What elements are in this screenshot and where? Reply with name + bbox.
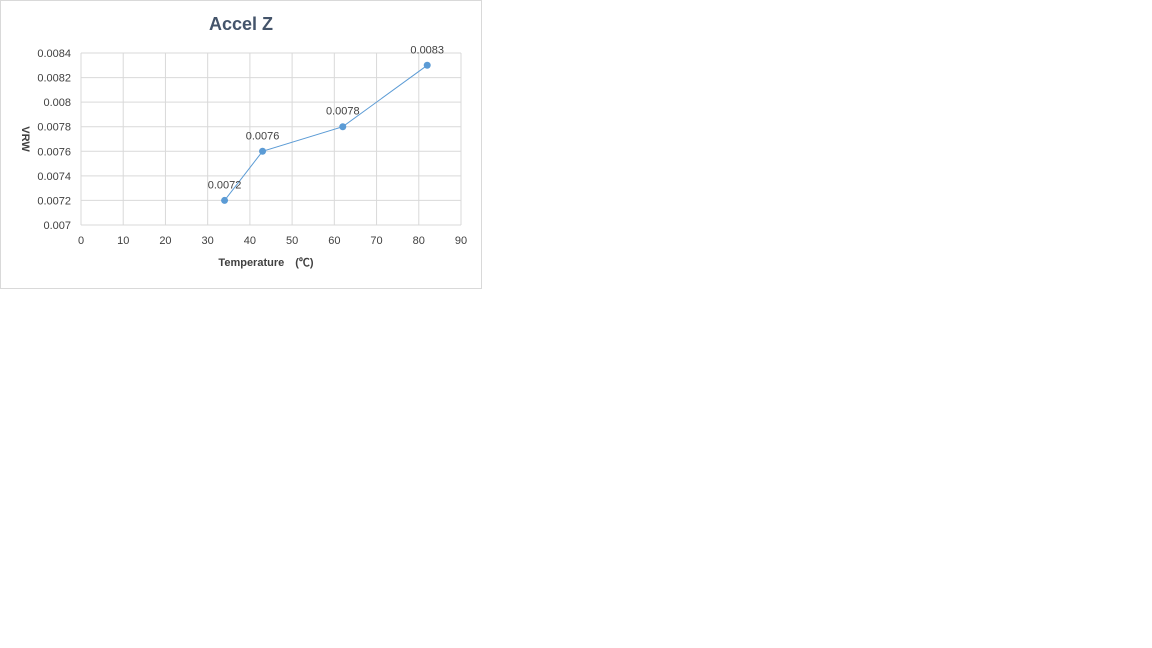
x-tick-label: 30 <box>202 235 214 247</box>
x-tick-label: 80 <box>413 235 425 247</box>
data-point <box>339 123 347 131</box>
data-point <box>423 61 431 69</box>
series-line <box>224 64 428 201</box>
data-label: 0.0083 <box>410 44 444 56</box>
tick-layer: 0.007 0.0072 0.0074 0.0076 0.0078 0.008 0.0082… <box>37 48 467 247</box>
x-tick-label: 10 <box>117 235 129 247</box>
y-tick-label: 0.007 <box>43 220 71 232</box>
y-tick-label: 0.0074 <box>37 171 71 183</box>
chart-area: Accel Z 0.007 0.0072 0.0074 0.0076 0.0078 0.0… <box>0 0 482 289</box>
y-tick-label: 0.008 <box>43 97 71 109</box>
data-point <box>259 147 267 155</box>
y-tick-label: 0.0078 <box>37 122 71 134</box>
x-tick-label: 20 <box>159 235 171 247</box>
chart-svg: Accel Z 0.0070.00720.00740.00760.00780.0… <box>19 14 467 269</box>
y-tick-label: 0.0076 <box>37 146 71 158</box>
y-tick-label: 0.0082 <box>37 73 71 85</box>
x-tick-label: 70 <box>370 235 382 247</box>
x-tick-label: 90 <box>455 235 467 247</box>
grid-layer <box>80 52 462 226</box>
series-layer <box>221 61 431 204</box>
x-tick-label: 50 <box>286 235 298 247</box>
x-tick-label: 60 <box>328 235 340 247</box>
data-label: 0.0072 <box>208 179 242 191</box>
y-tick-label: 0.0072 <box>37 195 71 207</box>
y-tick-label: 0.0084 <box>37 48 71 60</box>
y-axis-title: VRW <box>19 126 31 152</box>
label-layer: 0.0072 0.0076 0.0078 0.0083 <box>208 44 444 191</box>
x-tick-label: 40 <box>244 235 256 247</box>
chart-title: Accel Z <box>209 14 273 34</box>
data-point <box>221 196 229 204</box>
data-label: 0.0078 <box>326 106 360 118</box>
x-tick-label: 0 <box>78 235 84 247</box>
data-label: 0.0076 <box>246 130 280 142</box>
x-axis-title: Temperature (℃) <box>218 256 313 269</box>
